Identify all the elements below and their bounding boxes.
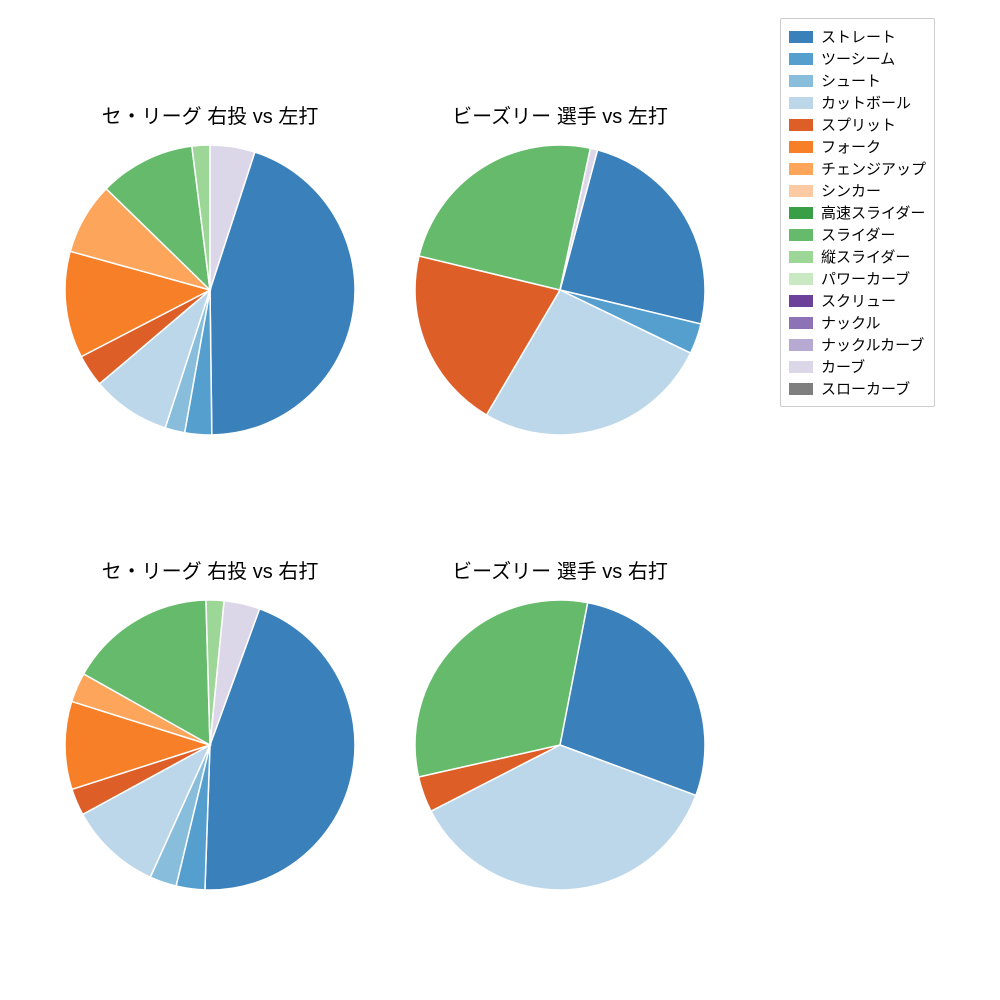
legend-swatch bbox=[789, 273, 813, 285]
legend-label: ストレート bbox=[821, 26, 896, 47]
legend-label: シンカー bbox=[821, 180, 881, 201]
chart-title-tl: セ・リーグ 右投 vs 左打 bbox=[102, 100, 319, 129]
legend-label: シュート bbox=[821, 70, 881, 91]
legend-item: ナックルカーブ bbox=[789, 334, 926, 355]
legend-label: ナックルカーブ bbox=[821, 334, 924, 355]
legend-label: スローカーブ bbox=[821, 378, 910, 399]
legend-item: ツーシーム bbox=[789, 48, 926, 69]
legend-item: ナックル bbox=[789, 312, 926, 333]
legend-swatch bbox=[789, 141, 813, 153]
chart-title-bl: セ・リーグ 右投 vs 右打 bbox=[102, 555, 319, 584]
legend-label: ツーシーム bbox=[821, 48, 895, 69]
legend-swatch bbox=[789, 229, 813, 241]
legend-item: シュート bbox=[789, 70, 926, 91]
chart-title-tr: ビーズリー 選手 vs 左打 bbox=[452, 100, 668, 129]
legend-label: パワーカーブ bbox=[821, 268, 910, 289]
chart-grid: セ・リーグ 右投 vs 左打 ビーズリー 選手 vs 左打 セ・リーグ 右投 v… bbox=[0, 0, 1000, 1000]
legend-label: カーブ bbox=[821, 356, 865, 377]
legend-swatch bbox=[789, 53, 813, 65]
legend-label: スプリット bbox=[821, 114, 896, 135]
pie-tr bbox=[413, 143, 707, 437]
legend-item: スライダー bbox=[789, 224, 926, 245]
pie-br bbox=[413, 598, 707, 892]
legend-label: スライダー bbox=[821, 224, 895, 245]
legend-item: フォーク bbox=[789, 136, 926, 157]
legend-swatch bbox=[789, 119, 813, 131]
legend-item: スクリュー bbox=[789, 290, 926, 311]
legend-label: カットボール bbox=[821, 92, 911, 113]
legend-swatch bbox=[789, 295, 813, 307]
legend-item: チェンジアップ bbox=[789, 158, 926, 179]
legend-label: スクリュー bbox=[821, 290, 896, 311]
legend-item: 高速スライダー bbox=[789, 202, 926, 223]
legend-label: 縦スライダー bbox=[821, 246, 910, 267]
legend-swatch bbox=[789, 31, 813, 43]
legend-swatch bbox=[789, 75, 813, 87]
legend-item: カーブ bbox=[789, 356, 926, 377]
legend-swatch bbox=[789, 185, 813, 197]
legend-item: カットボール bbox=[789, 92, 926, 113]
chart-title-br: ビーズリー 選手 vs 右打 bbox=[452, 555, 668, 584]
legend-swatch bbox=[789, 361, 813, 373]
legend-item: パワーカーブ bbox=[789, 268, 926, 289]
legend: ストレートツーシームシュートカットボールスプリットフォークチェンジアップシンカー… bbox=[780, 18, 935, 407]
legend-swatch bbox=[789, 207, 813, 219]
legend-item: 縦スライダー bbox=[789, 246, 926, 267]
legend-swatch bbox=[789, 97, 813, 109]
legend-label: 高速スライダー bbox=[821, 202, 925, 223]
legend-swatch bbox=[789, 317, 813, 329]
legend-swatch bbox=[789, 251, 813, 263]
legend-swatch bbox=[789, 383, 813, 395]
legend-item: スプリット bbox=[789, 114, 926, 135]
legend-label: フォーク bbox=[821, 136, 881, 157]
legend-item: スローカーブ bbox=[789, 378, 926, 399]
legend-swatch bbox=[789, 163, 813, 175]
legend-swatch bbox=[789, 339, 813, 351]
legend-label: ナックル bbox=[821, 312, 881, 333]
legend-item: ストレート bbox=[789, 26, 926, 47]
legend-item: シンカー bbox=[789, 180, 926, 201]
pie-bl bbox=[63, 598, 357, 892]
pie-tl bbox=[63, 143, 357, 437]
legend-label: チェンジアップ bbox=[821, 158, 926, 179]
